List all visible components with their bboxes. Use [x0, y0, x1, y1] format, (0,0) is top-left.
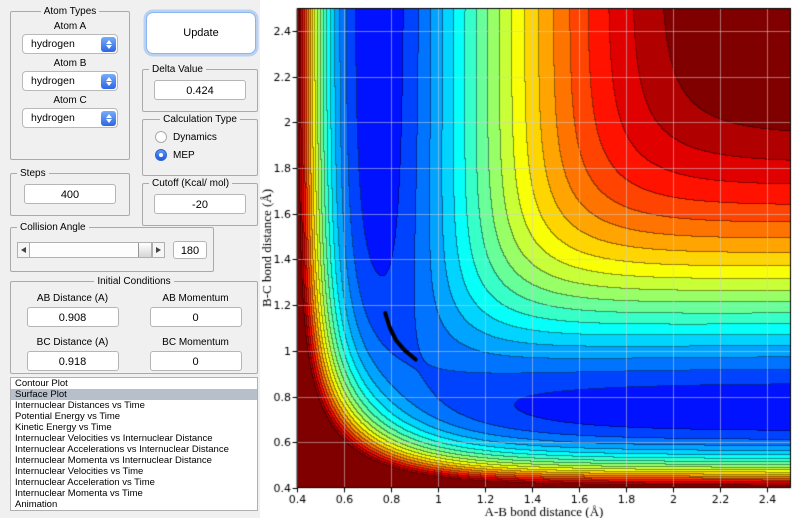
delta-value-field[interactable]: 0.424: [154, 80, 246, 100]
atom-types-title: Atom Types: [43, 6, 97, 17]
atom-types-panel: Atom Types Atom A hydrogen Atom B hydrog…: [10, 6, 130, 160]
radio-mep[interactable]: MEP: [155, 149, 257, 161]
ab-momentum-field[interactable]: 0: [149, 307, 242, 327]
slider-right-button[interactable]: [152, 242, 165, 258]
plot-type-listbox[interactable]: Contour Plot Surface Plot Internuclear Dis…: [10, 377, 258, 511]
bc-distance-field[interactable]: 0.918: [26, 351, 119, 371]
collision-angle-field[interactable]: 180: [173, 241, 207, 259]
calculation-type-panel: Calculation Type Dynamics MEP: [142, 114, 258, 176]
list-item[interactable]: Internuclear Momenta vs Time: [15, 488, 143, 499]
steps-field[interactable]: 400: [24, 184, 116, 204]
bc-momentum-label: BC Momentum: [162, 337, 229, 348]
list-item[interactable]: Internuclear Momenta vs Internuclear Dis…: [15, 455, 212, 466]
atom-c-label: Atom C: [53, 95, 87, 106]
contour-plot: [260, 0, 800, 518]
list-item[interactable]: Animation: [15, 499, 58, 510]
ab-distance-field[interactable]: 0.908: [26, 307, 119, 327]
atom-c-value: hydrogen: [31, 112, 75, 124]
initial-conditions-title: Initial Conditions: [97, 276, 171, 287]
initial-conditions-panel: Initial Conditions AB Distance (A) AB Mo…: [10, 276, 258, 374]
list-item[interactable]: Internuclear Velocities vs Time: [15, 466, 144, 477]
atom-c-dropdown[interactable]: hydrogen: [22, 108, 118, 128]
steps-panel: Steps 400: [10, 168, 130, 216]
delta-value-title: Delta Value: [152, 64, 203, 75]
collision-angle-panel: Collision Angle 180: [10, 222, 214, 272]
radio-unchecked-icon: [155, 131, 167, 143]
atom-a-label: Atom A: [53, 21, 87, 32]
left-arrow-icon: [21, 247, 26, 253]
dropdown-arrows-icon: [101, 36, 116, 52]
dropdown-arrows-icon: [101, 110, 116, 126]
list-item[interactable]: Internuclear Distances vs Time: [15, 400, 145, 411]
dropdown-arrows-icon: [101, 73, 116, 89]
cutoff-field[interactable]: -20: [154, 194, 246, 214]
list-item[interactable]: Internuclear Acceleration vs Time: [15, 477, 155, 488]
ab-momentum-label: AB Momentum: [162, 293, 229, 304]
list-item[interactable]: Potential Energy vs Time: [15, 411, 121, 422]
radio-dynamics[interactable]: Dynamics: [155, 131, 257, 143]
list-item[interactable]: Kinetic Energy vs Time: [15, 422, 112, 433]
delta-value-panel: Delta Value 0.424: [142, 64, 258, 112]
cutoff-title: Cutoff (Kcal/ mol): [152, 178, 230, 189]
update-button[interactable]: Update: [146, 12, 256, 54]
slider-thumb[interactable]: [138, 243, 151, 257]
right-arrow-icon: [156, 247, 161, 253]
steps-title: Steps: [20, 168, 46, 179]
atom-a-dropdown[interactable]: hydrogen: [22, 34, 118, 54]
radio-dynamics-label: Dynamics: [173, 131, 217, 143]
cutoff-panel: Cutoff (Kcal/ mol) -20: [142, 178, 258, 226]
collision-angle-slider[interactable]: [30, 242, 152, 258]
list-item[interactable]: Surface Plot: [11, 389, 257, 400]
list-item[interactable]: Contour Plot: [15, 378, 68, 389]
radio-checked-icon: [155, 149, 167, 161]
calculation-type-title: Calculation Type: [163, 114, 237, 125]
atom-b-value: hydrogen: [31, 75, 75, 87]
collision-angle-title: Collision Angle: [20, 222, 86, 233]
atom-b-dropdown[interactable]: hydrogen: [22, 71, 118, 91]
atom-a-value: hydrogen: [31, 38, 75, 50]
bc-distance-label: BC Distance (A): [36, 337, 109, 348]
list-item[interactable]: Internuclear Velocities vs Internuclear …: [15, 433, 213, 444]
atom-b-label: Atom B: [53, 58, 87, 69]
bc-momentum-field[interactable]: 0: [149, 351, 242, 371]
ab-distance-label: AB Distance (A): [36, 293, 109, 304]
slider-left-button[interactable]: [17, 242, 30, 258]
list-item[interactable]: Internuclear Accelerations vs Internucle…: [15, 444, 229, 455]
radio-mep-label: MEP: [173, 149, 195, 161]
